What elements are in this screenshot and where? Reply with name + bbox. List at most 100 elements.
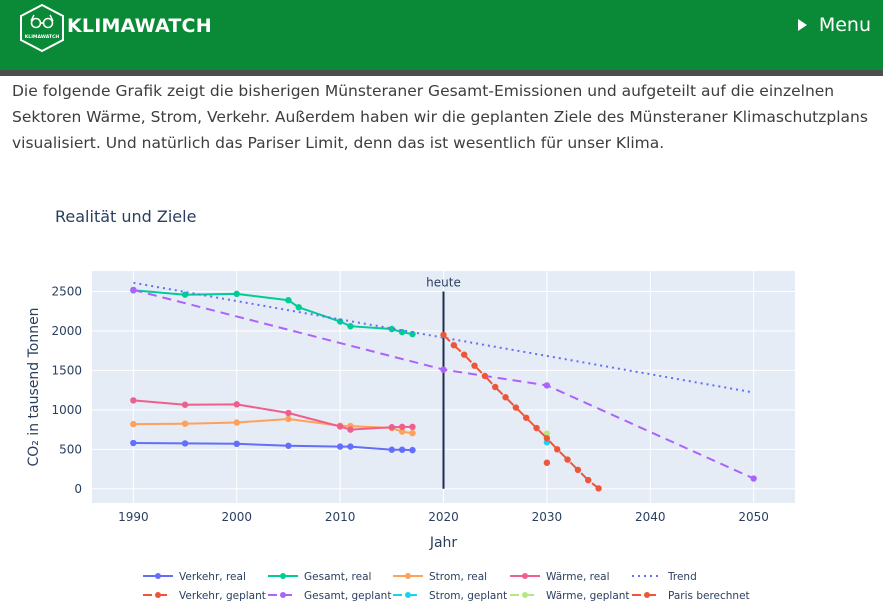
data-point — [347, 443, 354, 450]
x-tick-label: 2010 — [325, 510, 356, 524]
legend-swatch-marker — [280, 573, 286, 579]
data-point — [533, 424, 540, 432]
data-point — [491, 383, 499, 391]
axis-ticks: 1990 2000 2010 2020 2030 2040 2050 0 500 1000 1500… — [51, 285, 768, 524]
series-paris-berechnet — [440, 331, 602, 492]
legend-label: Wärme, real — [546, 571, 610, 583]
data-point — [564, 456, 571, 463]
data-point — [130, 439, 137, 447]
data-point — [181, 440, 189, 447]
legend-item: Gesamt, geplant — [268, 590, 391, 602]
data-point — [585, 476, 592, 484]
data-point — [512, 404, 520, 411]
y-tick-label: 0 — [74, 482, 82, 496]
data-point — [336, 423, 344, 430]
legend-label: Paris berechnet — [668, 590, 750, 602]
legend-swatch-marker — [155, 573, 161, 579]
legend-label: Trend — [667, 571, 697, 583]
data-point — [543, 430, 551, 437]
legend-item: Paris berechnet — [632, 590, 750, 602]
menu-label: Menu — [818, 14, 871, 36]
intro-paragraph: Die folgende Grafik zeigt die bisherigen… — [12, 82, 868, 152]
legend-item: Wärme, real — [510, 571, 610, 583]
legend-label: Verkehr, real — [179, 571, 246, 583]
data-point — [285, 415, 292, 423]
chart-title: Realität und Ziele — [55, 207, 196, 226]
legend-swatch-marker — [280, 592, 286, 598]
emissions-chart: Realität und Ziele 1990 2000 2010 2020 2030 2… — [26, 207, 795, 602]
top-navigation-bar: KLIMAWATCH KLIMAWATCH Menu — [0, 0, 883, 70]
klimawatch-logo-icon[interactable]: KLIMAWATCH — [18, 3, 66, 53]
legend-item: Trend — [632, 571, 697, 583]
data-point — [398, 423, 406, 431]
legend-item: Strom, geplant — [393, 590, 507, 602]
data-point — [233, 440, 240, 448]
data-point — [295, 304, 302, 311]
data-point — [285, 442, 292, 449]
legend-swatch-marker — [522, 573, 528, 579]
legend-label: Verkehr, geplant — [179, 590, 266, 602]
data-point — [543, 459, 551, 466]
series-line — [133, 289, 413, 336]
data-point — [336, 318, 344, 325]
legend-swatch-marker — [522, 592, 528, 598]
legend-label: Strom, real — [429, 571, 487, 583]
data-point — [595, 485, 602, 492]
legend-swatch-marker — [405, 592, 411, 598]
data-point — [750, 475, 757, 482]
brand-title[interactable]: KLIMAWATCH — [67, 15, 212, 37]
legend-item: Gesamt, real — [268, 571, 371, 583]
menu-button[interactable]: Menu — [797, 14, 871, 36]
legend-item: Verkehr, geplant — [143, 590, 266, 602]
legend-item: Strom, real — [393, 571, 487, 583]
data-point — [409, 330, 416, 338]
x-tick-label: 2040 — [635, 510, 666, 524]
data-point — [409, 423, 416, 431]
data-point — [347, 323, 354, 330]
legend-label: Wärme, geplant — [546, 590, 630, 602]
data-point — [347, 426, 354, 433]
series-verkehr-real — [130, 439, 416, 454]
data-point — [130, 286, 137, 294]
data-point — [388, 424, 396, 431]
y-tick-label: 1500 — [51, 363, 82, 377]
data-point — [233, 401, 240, 408]
menu-triangle-icon — [797, 19, 807, 31]
y-tick-label: 2500 — [51, 285, 82, 299]
data-point — [543, 382, 551, 389]
data-point — [523, 414, 530, 421]
data-point — [388, 446, 396, 453]
y-tick-label: 1000 — [51, 403, 82, 417]
data-point — [336, 443, 344, 450]
data-point — [398, 446, 406, 453]
data-point — [181, 420, 189, 427]
x-tick-label: 1990 — [118, 510, 149, 524]
legend-swatch-marker — [644, 592, 650, 598]
series-layer — [130, 281, 757, 492]
data-point — [409, 446, 416, 454]
legend-item: Verkehr, real — [143, 571, 246, 583]
y-tick-label: 2000 — [51, 324, 82, 338]
data-point — [398, 428, 406, 435]
data-point — [233, 290, 240, 298]
y-tick-label: 500 — [59, 442, 82, 456]
logo-text: KLIMAWATCH — [25, 34, 60, 40]
legend-item: Wärme, geplant — [510, 590, 630, 602]
legend-swatch-marker — [405, 573, 411, 579]
x-tick-label: 2030 — [532, 510, 563, 524]
legend-label: Gesamt, geplant — [304, 590, 391, 602]
data-point — [233, 419, 240, 426]
series-wärme-geplant — [543, 430, 551, 437]
x-tick-label: 2000 — [221, 510, 252, 524]
data-point — [574, 466, 582, 474]
data-point — [130, 420, 137, 428]
legend-swatch-marker — [155, 592, 161, 598]
data-point — [440, 331, 447, 339]
data-point — [471, 362, 478, 369]
y-axis-title: CO₂ in tausend Tonnen — [26, 307, 42, 466]
series-verkehr-geplant — [543, 459, 551, 466]
series-line — [442, 334, 600, 490]
data-point — [543, 435, 551, 442]
data-point — [130, 397, 137, 404]
x-tick-label: 2050 — [738, 510, 769, 524]
